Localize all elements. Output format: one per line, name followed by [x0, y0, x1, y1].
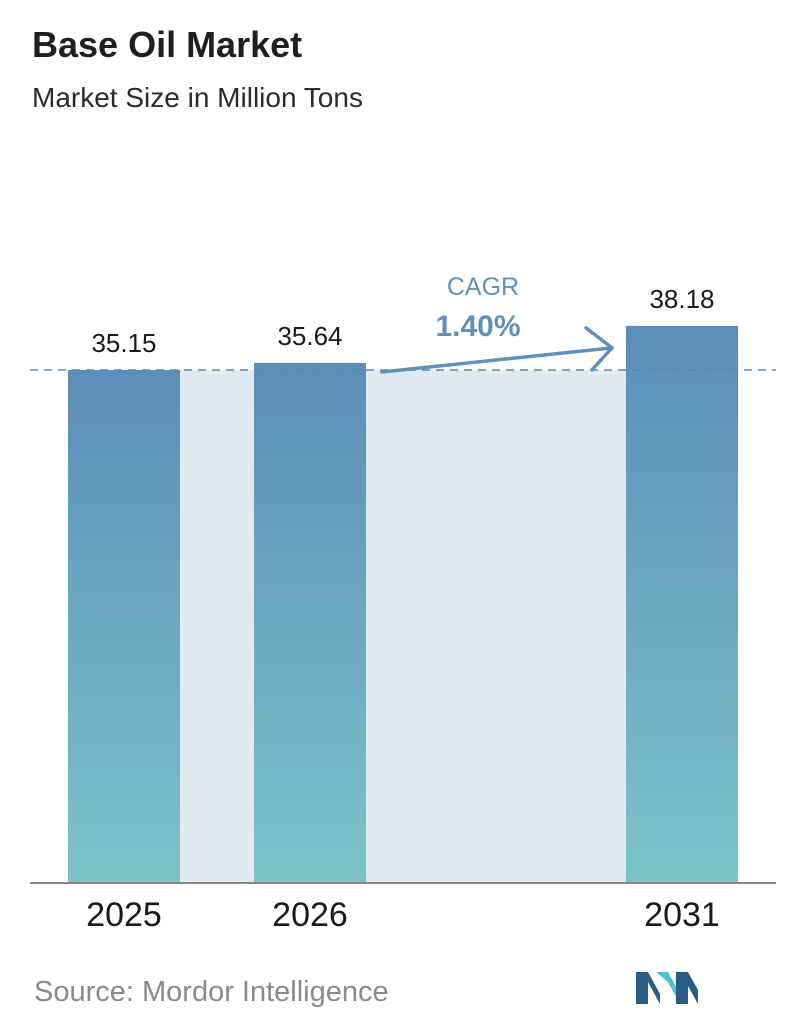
chart-background-bands	[180, 370, 626, 882]
chart-title: Base Oil Market	[32, 24, 303, 65]
source-note: Source: Mordor Intelligence	[34, 976, 389, 1008]
cagr-arrowhead-icon	[584, 326, 614, 372]
tick-label-2031: 2031	[644, 896, 720, 934]
x-axis-tick-labels: 2025 2026 2031	[86, 896, 720, 934]
logo-shape-left	[636, 972, 660, 1004]
tick-label-2025: 2025	[86, 896, 162, 934]
mordor-intelligence-logo-icon	[636, 972, 698, 1004]
logo-shape-right	[676, 972, 698, 1004]
cagr-annotation: CAGR 1.40%	[380, 273, 614, 374]
chart-bars	[68, 325, 738, 883]
band-2026-2031	[366, 370, 626, 882]
value-label-2031: 38.18	[649, 284, 714, 314]
bar-2025	[68, 370, 180, 882]
value-label-2026: 35.64	[277, 321, 342, 351]
value-labels: 35.15 35.64 38.18	[91, 284, 714, 358]
cagr-value: 1.40%	[435, 310, 520, 343]
chart-subtitle: Market Size in Million Tons	[32, 82, 363, 113]
logo-shape-middle	[656, 972, 680, 1004]
value-label-2025: 35.15	[91, 328, 156, 358]
cagr-arrow-icon	[380, 346, 614, 374]
bar-2026	[254, 362, 366, 883]
band-2025-2026	[180, 370, 254, 882]
bar-2031	[626, 325, 738, 882]
tick-label-2026: 2026	[272, 896, 348, 934]
cagr-label: CAGR	[447, 273, 519, 301]
